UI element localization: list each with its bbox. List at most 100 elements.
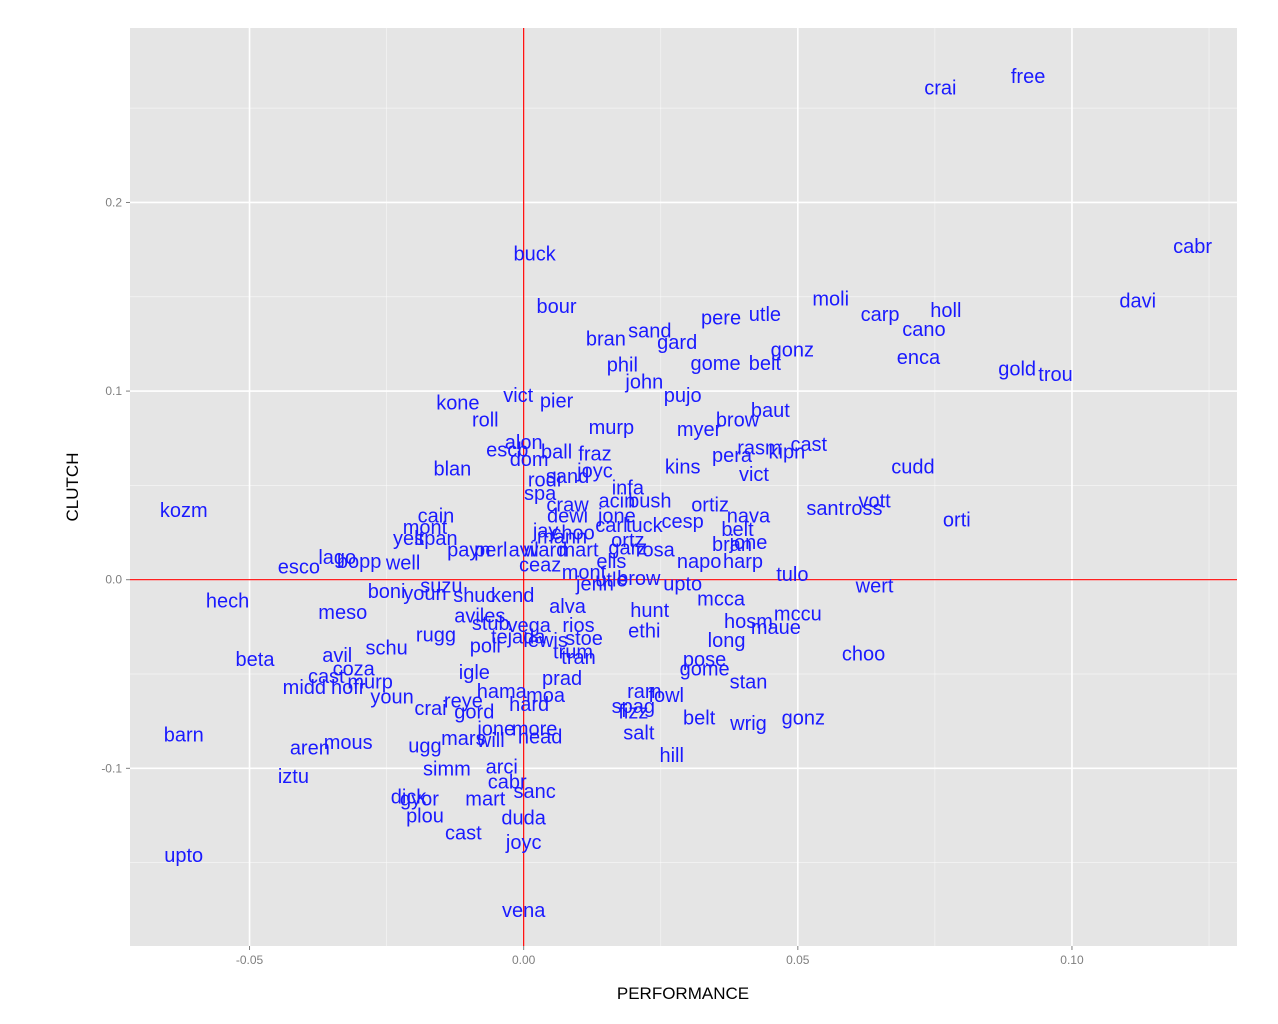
point-label: roll (472, 409, 499, 431)
point-label: moa (526, 685, 566, 707)
y-tick-label: 0.0 (105, 573, 122, 587)
point-label: hunt (630, 600, 669, 622)
point-label: pera (712, 445, 753, 467)
point-label: long (708, 630, 746, 652)
point-label: mont (403, 517, 448, 539)
point-label: crai (924, 77, 956, 99)
point-label: enca (897, 347, 941, 369)
point-label: jone (476, 719, 515, 741)
point-label: avil (322, 645, 352, 667)
point-label: kozm (160, 500, 208, 522)
point-label: jone (597, 506, 636, 528)
point-label: fraz (578, 443, 611, 465)
point-label: sand (546, 466, 589, 488)
point-label: boni (368, 581, 406, 603)
point-label: hofr (331, 677, 366, 699)
point-label: alon (505, 432, 543, 454)
point-label: free (1011, 66, 1045, 88)
point-label: ortz (611, 530, 644, 552)
point-label: pujo (664, 385, 702, 407)
point-label: gome (680, 658, 730, 680)
point-label: choo (842, 643, 885, 665)
point-label: gonz (771, 340, 814, 362)
point-label: igle (459, 662, 490, 684)
point-label: ceaz (519, 555, 561, 577)
point-label: prad (542, 668, 582, 690)
point-label: salt (623, 722, 655, 744)
point-label: escb (486, 440, 528, 462)
point-label: garz (608, 538, 647, 560)
point-label: gonz (782, 707, 825, 729)
point-label: shuc (453, 585, 495, 607)
point-label: rodr (528, 470, 564, 492)
point-label: will (476, 730, 505, 752)
point-label: brow (716, 409, 760, 431)
point-label: pose (683, 649, 726, 671)
point-label: utle (595, 570, 627, 592)
point-label: head (518, 726, 563, 748)
point-label: beta (236, 649, 276, 671)
point-label: yelt (393, 528, 425, 550)
point-label: lago (318, 547, 356, 569)
point-label: cesp (662, 511, 704, 533)
point-label: mann (537, 526, 587, 548)
point-label: dom (510, 449, 549, 471)
reference-lines (130, 28, 1237, 946)
point-label: holl (930, 300, 961, 322)
point-label: lewis (523, 630, 567, 652)
point-label: buck (514, 243, 557, 265)
point-label: stan (730, 672, 768, 694)
x-tick-label: 0.00 (512, 953, 536, 967)
point-label: ells (596, 551, 626, 573)
point-label: well (385, 553, 420, 575)
point-label: esco (278, 557, 320, 579)
point-label: midd (283, 677, 326, 699)
point-label: plou (406, 805, 444, 827)
point-label: barn (164, 724, 204, 746)
point-label: more (512, 719, 558, 741)
point-label: mart (465, 789, 505, 811)
point-label: sant (806, 498, 844, 520)
point-label: hama (477, 681, 528, 703)
point-label: cast (445, 822, 482, 844)
point-label: meso (318, 602, 367, 624)
point-label: cain (418, 506, 455, 528)
point-label: belt (749, 353, 782, 375)
point-label: youn (403, 583, 446, 605)
point-label: schu (365, 638, 407, 660)
point-label: gyor (400, 789, 439, 811)
point-label: upto (164, 845, 203, 867)
point-label: bush (628, 490, 671, 512)
point-label: mcca (697, 589, 746, 611)
point-label: harp (723, 551, 763, 573)
point-label: infa (612, 477, 645, 499)
point-label: napo (677, 551, 722, 573)
point-label: arci (486, 756, 518, 778)
point-label: poll (470, 636, 501, 658)
point-label: hard (509, 694, 549, 716)
point-label: trum (553, 641, 593, 663)
point-label: hech (206, 590, 249, 612)
point-label: joyc (505, 832, 542, 854)
point-label: vott (858, 490, 891, 512)
point-label: joyc (576, 460, 613, 482)
point-label: cabr (1173, 236, 1212, 258)
point-label: vega (507, 615, 551, 637)
point-label: phil (607, 355, 638, 377)
panel-background (130, 28, 1237, 946)
point-label: john (624, 372, 663, 394)
point-label: youn (370, 687, 413, 709)
y-tick-label: 0.1 (105, 384, 122, 398)
x-tick-label: -0.05 (236, 953, 264, 967)
point-label: orti (943, 509, 971, 531)
point-label: perl (474, 540, 507, 562)
point-label: crai (414, 698, 446, 720)
point-label: aren (290, 738, 330, 760)
point-label: dick (391, 787, 428, 809)
point-label: iztu (278, 766, 309, 788)
point-label: sand (628, 321, 671, 343)
point-label: baut (751, 400, 790, 422)
point-label: rugg (416, 624, 456, 646)
point-label: suzu (420, 575, 462, 597)
